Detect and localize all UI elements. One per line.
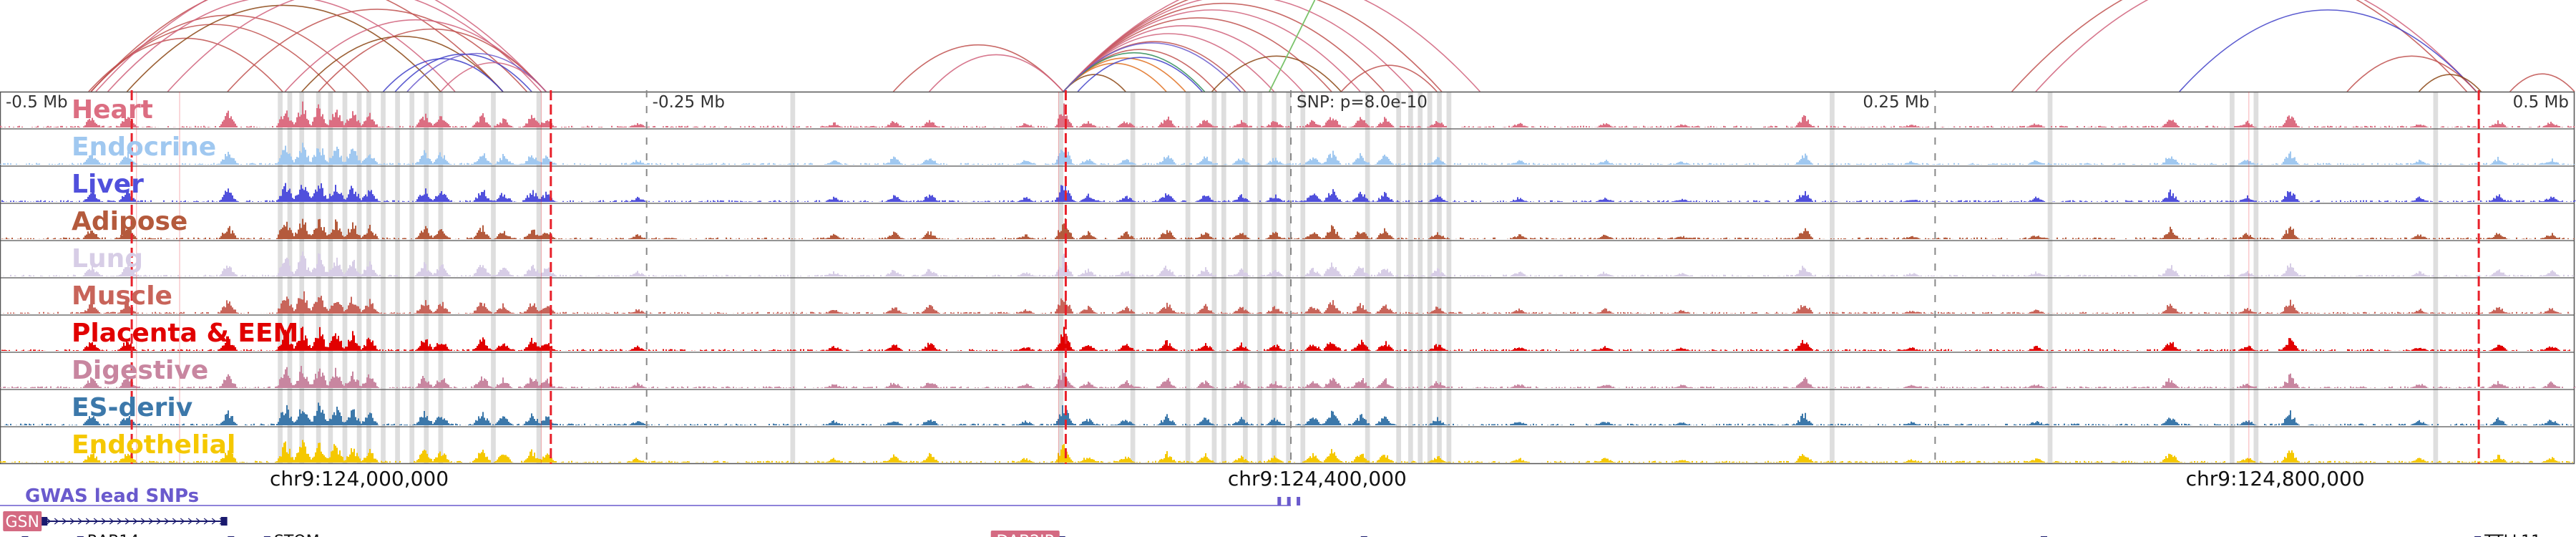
track-label: Lung: [72, 244, 143, 274]
gene-stom: STOM: [228, 533, 320, 537]
scale-axis: -0.5 Mb -0.25 Mb SNP: p=8.0e-10 0.25 Mb 0.5 …: [6, 93, 2569, 112]
loop-arc: [107, 0, 456, 92]
track-label: Liver: [72, 170, 144, 199]
scale-label: -0.5 Mb: [6, 93, 68, 112]
loop-arc: [892, 44, 1064, 92]
loop-arc: [1063, 0, 1443, 92]
gene-label: STOM: [274, 533, 320, 537]
loop-arc: [1063, 57, 1186, 92]
chromatin-loop-arcs: [88, 0, 2575, 92]
scale-label: -0.25 Mb: [653, 93, 725, 112]
track-labels: Heart Endocrine Liver Adipose Lung Muscle Plac…: [72, 95, 298, 460]
track-label: Muscle: [72, 281, 172, 311]
gene-strand-arrows: [46, 518, 225, 525]
gene-ttll11: TTLL11: [2040, 533, 2541, 537]
gene-exon: [41, 517, 48, 526]
marker-lines: [130, 90, 2480, 464]
gene-track: GSN RAB14 STOM DAB2IP TTLL11: [3, 511, 2541, 537]
loop-arc: [1077, 57, 1203, 92]
loop-arc: [167, 0, 542, 92]
scale-label: 0.5 Mb: [2513, 93, 2569, 112]
track-label: Adipose: [72, 207, 187, 236]
gene-exon: [220, 517, 228, 526]
loop-arc: [1063, 0, 1481, 92]
loop-arc: [227, 9, 527, 92]
loop-arc: [284, 19, 547, 92]
track-label: Placenta & EEM: [72, 319, 298, 348]
coordinate-label: chr9:124,000,000: [270, 467, 449, 490]
coordinate-label: chr9:124,400,000: [1228, 467, 1407, 490]
gene-highlight-box: [990, 531, 1060, 537]
loop-arc: [929, 54, 1064, 92]
loop-arc: [1063, 42, 1241, 92]
coordinate-labels: chr9:124,000,000 chr9:124,400,000 chr9:124…: [270, 467, 2365, 490]
loop-arc: [95, 0, 547, 92]
coordinate-label: chr9:124,800,000: [2186, 467, 2365, 490]
track-frame: [0, 91, 2575, 465]
gwas-track: GWAS lead SNPs: [0, 485, 1301, 507]
loop-arc: [301, 35, 504, 92]
loop-arc: [90, 0, 504, 92]
gene-rab14: RAB14: [21, 533, 139, 537]
gwas-label: GWAS lead SNPs: [25, 485, 199, 507]
gene-label: RAB14: [87, 533, 140, 537]
track-label: ES-deriv: [72, 393, 192, 422]
loop-arc: [1269, 0, 1316, 92]
gene-label: GSN: [6, 513, 39, 531]
gene-label: TTLL11: [2484, 533, 2541, 537]
loop-arc: [318, 28, 547, 92]
scale-label: SNP: p=8.0e-10: [1297, 93, 1428, 112]
loop-arc: [2035, 0, 2477, 92]
scale-label: 0.25 Mb: [1863, 93, 1929, 112]
loop-arc: [382, 58, 504, 92]
loop-arc: [440, 62, 547, 92]
gwas-snp-mark: [1277, 497, 1282, 505]
loop-arc: [2509, 73, 2575, 92]
loop-arc: [2011, 0, 2467, 92]
loop-arc: [1063, 74, 1126, 92]
gene-dab2ip: DAB2IP: [990, 531, 1367, 537]
gene-highlight-box: [3, 511, 42, 531]
loop-arc: [2418, 74, 2482, 92]
loop-arc: [406, 53, 547, 92]
gene-gsn: GSN: [3, 511, 228, 531]
track-label: Endocrine: [72, 132, 216, 162]
track-label: Heart: [72, 95, 153, 125]
loop-arc: [2179, 9, 2477, 92]
gwas-snp-mark: [1297, 497, 1301, 505]
loop-arc: [394, 53, 532, 92]
loop-arc: [2346, 55, 2477, 92]
loop-arc: [1211, 55, 1342, 92]
loop-arc: [126, 4, 441, 92]
track-label: Endothelial: [72, 430, 235, 460]
loop-arc: [1340, 64, 1438, 92]
loop-arc: [1063, 25, 1304, 92]
gene-label: DAB2IP: [996, 533, 1053, 537]
gwas-snp-mark: [1287, 497, 1291, 505]
track-label: Digestive: [72, 356, 208, 385]
